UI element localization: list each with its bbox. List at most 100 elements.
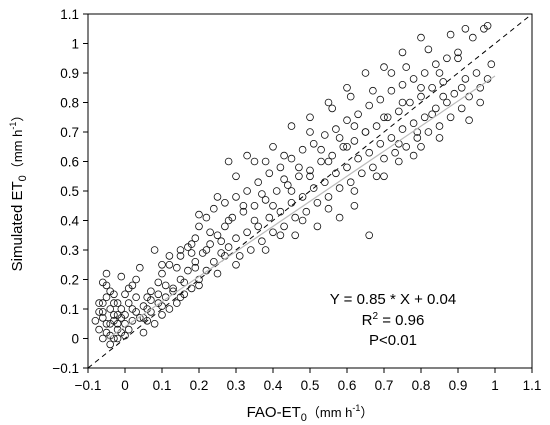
y-axis-label: Simulated ET0（mm h-1） [8,109,29,272]
data-point [435,122,444,130]
r2-prefix: R [362,312,373,329]
data-point [343,84,351,92]
data-point [232,193,240,201]
y-axis-label-unit-sup: -1 [8,122,18,130]
data-point [313,222,322,231]
x-axis: −0.1 0 0.1 0.2 0.3 0.4 0.5 0.6 0.7 0.8 0.9 1 1.1 [75,368,542,393]
data-point [161,281,170,290]
data-point [372,172,381,181]
data-point [258,190,266,198]
y-axis-label-sub: 0 [17,175,29,181]
data-point [324,193,333,201]
data-point [461,24,470,33]
data-point [132,275,140,284]
data-point [176,252,185,260]
data-point [191,257,200,266]
data-point [99,299,107,307]
data-point [287,122,296,130]
y-tick-label: 1.1 [60,7,79,22]
data-point [320,131,329,139]
x-tick-label: −0.1 [75,378,102,393]
data-point [191,263,200,272]
data-point [431,104,440,113]
data-point [147,296,155,304]
data-point [269,143,277,151]
equation-annotation: Y = 0.85 * X + 0.04 [330,291,457,308]
data-point [102,269,111,278]
x-axis-label-unit-sup: -1 [352,403,360,413]
x-tick-label: 0.1 [153,378,172,393]
data-point [328,151,337,160]
data-point [446,113,455,122]
points-layer [91,21,496,349]
y-tick-label: 0.6 [60,155,79,170]
data-point [239,207,248,216]
data-point [239,202,248,210]
regression-line [106,75,496,340]
data-point [283,181,292,189]
data-point [150,319,159,328]
data-point [309,140,318,148]
data-point [457,104,466,113]
data-point [365,148,374,157]
data-point [457,84,466,92]
x-tick-label: 1.1 [523,378,542,393]
data-point [113,334,122,343]
data-point [409,75,418,83]
y-tick-label: 0.1 [60,302,79,317]
data-point [332,125,340,133]
data-point [202,266,211,275]
data-point [124,325,133,334]
data-point [298,193,307,201]
data-point [213,269,222,278]
data-point [158,302,166,310]
x-tick-label: 0 [121,378,129,393]
data-point [361,69,370,77]
x-tick-label: 0.9 [449,378,468,393]
data-point [450,89,459,98]
data-point [269,228,277,237]
data-point [472,69,481,77]
data-point [154,290,163,299]
data-point [213,193,222,201]
data-point [232,172,240,181]
data-point [202,246,211,254]
data-point [354,154,362,163]
data-point [357,169,366,178]
data-point [402,63,411,71]
data-point [106,340,114,349]
data-point [158,260,166,269]
data-point [261,196,270,204]
data-point [158,269,166,278]
data-point [124,299,133,307]
data-point [443,54,451,63]
data-point [280,175,288,184]
data-point [269,202,277,210]
data-point [121,331,129,340]
y-axis-label-unit: （mm h [10,130,25,176]
data-point [95,325,103,334]
data-point [235,252,244,260]
data-point [147,287,155,296]
data-point [191,234,200,243]
y-tick-label: 0.3 [60,243,79,258]
data-point [306,172,314,181]
data-point [376,95,385,104]
data-point [291,231,300,240]
data-point [195,222,203,231]
data-point [113,299,122,307]
data-point [232,260,240,269]
data-point [417,33,425,42]
data-point [136,263,144,272]
data-point [391,148,399,157]
data-point [354,110,362,119]
data-point [317,157,325,166]
x-tick-label: 0.3 [227,378,246,393]
data-point [287,187,296,195]
data-point [265,169,274,178]
data-point [106,305,114,313]
data-point [406,98,414,107]
data-point [224,216,233,225]
data-point [243,187,251,195]
data-point [324,204,333,213]
